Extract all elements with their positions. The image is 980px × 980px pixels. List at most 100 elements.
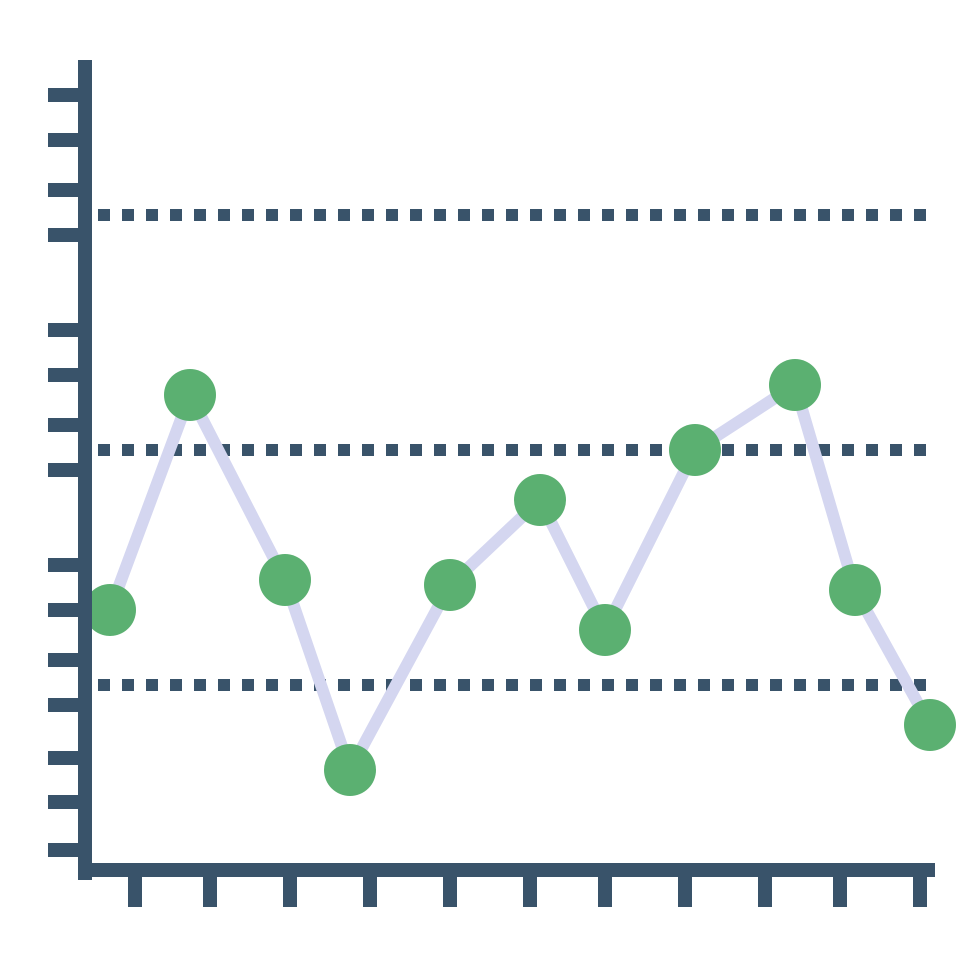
gridline-dot [290,444,302,456]
gridline-dot [674,679,686,691]
gridline-dot [674,209,686,221]
gridline-dot [98,679,110,691]
gridline-dot [482,209,494,221]
gridline-dot [770,209,782,221]
gridline-dot [362,679,374,691]
x-tick [913,877,927,907]
x-tick [203,877,217,907]
gridline-dot [290,679,302,691]
gridline-dot [530,679,542,691]
gridline-dot [650,679,662,691]
y-tick [48,463,78,477]
y-tick [48,418,78,432]
gridline-dot [722,679,734,691]
gridline-dot [698,209,710,221]
gridline-dot [746,209,758,221]
gridline-dot [506,679,518,691]
x-tick [363,877,377,907]
gridline-dot [218,679,230,691]
gridline-dot [242,209,254,221]
gridline-dot [914,209,926,221]
gridline-dot [866,209,878,221]
gridline-dot [698,679,710,691]
y-tick [48,558,78,572]
gridline-dot [218,209,230,221]
data-point [514,474,566,526]
gridline-dot [98,209,110,221]
gridline-dot [650,209,662,221]
gridline-dot [458,444,470,456]
gridline-dot [482,679,494,691]
y-tick [48,795,78,809]
x-tick [833,877,847,907]
gridline-dot [578,209,590,221]
gridline-dot [290,209,302,221]
gridline-dot [146,679,158,691]
gridline-dot [194,679,206,691]
y-tick [48,88,78,102]
gridline-dot [146,444,158,456]
x-tick [443,877,457,907]
gridline-dot [866,444,878,456]
x-tick [128,877,142,907]
gridline-dot [386,209,398,221]
x-tick [283,877,297,907]
gridline-dot [410,209,422,221]
y-axis [78,60,92,880]
y-tick [48,228,78,242]
data-point [259,554,311,606]
gridline-dot [170,209,182,221]
y-tick [48,698,78,712]
gridline-dot [362,209,374,221]
y-tick [48,603,78,617]
gridline-dot [170,679,182,691]
gridline-dot [794,679,806,691]
gridline-dot [578,679,590,691]
gridline-dot [458,209,470,221]
gridline-dot [578,444,590,456]
gridline-dot [794,444,806,456]
gridline-dot [890,209,902,221]
gridline-dot [338,444,350,456]
gridline-dot [770,679,782,691]
gridline-dot [314,209,326,221]
gridline-dot [746,444,758,456]
y-tick [48,751,78,765]
gridline-dot [530,444,542,456]
data-point [164,369,216,421]
gridline-dot [842,679,854,691]
gridline-dot [602,444,614,456]
gridline-dot [506,444,518,456]
y-tick [48,133,78,147]
gridline-dot [914,444,926,456]
gridline-dot [626,679,638,691]
gridline-dot [866,679,878,691]
gridline-dot [842,209,854,221]
gridline-dot [554,209,566,221]
data-point [904,699,956,751]
gridline-dot [242,679,254,691]
gridline-dot [362,444,374,456]
gridline-dot [386,444,398,456]
gridline-dot [434,209,446,221]
x-tick [598,877,612,907]
gridline-dot [794,209,806,221]
gridline-dot [314,444,326,456]
gridline-dot [890,444,902,456]
gridline-dot [506,209,518,221]
gridline-dot [242,444,254,456]
x-tick [678,877,692,907]
data-point [829,564,881,616]
chart-svg [0,0,980,980]
gridline-dot [626,444,638,456]
gridline-dot [122,209,134,221]
gridline-dot [722,444,734,456]
gridline-dot [554,679,566,691]
data-point [424,559,476,611]
data-point [579,604,631,656]
gridline-dot [338,209,350,221]
data-point [324,744,376,796]
y-tick [48,843,78,857]
gridline-dot [626,209,638,221]
x-tick [523,877,537,907]
